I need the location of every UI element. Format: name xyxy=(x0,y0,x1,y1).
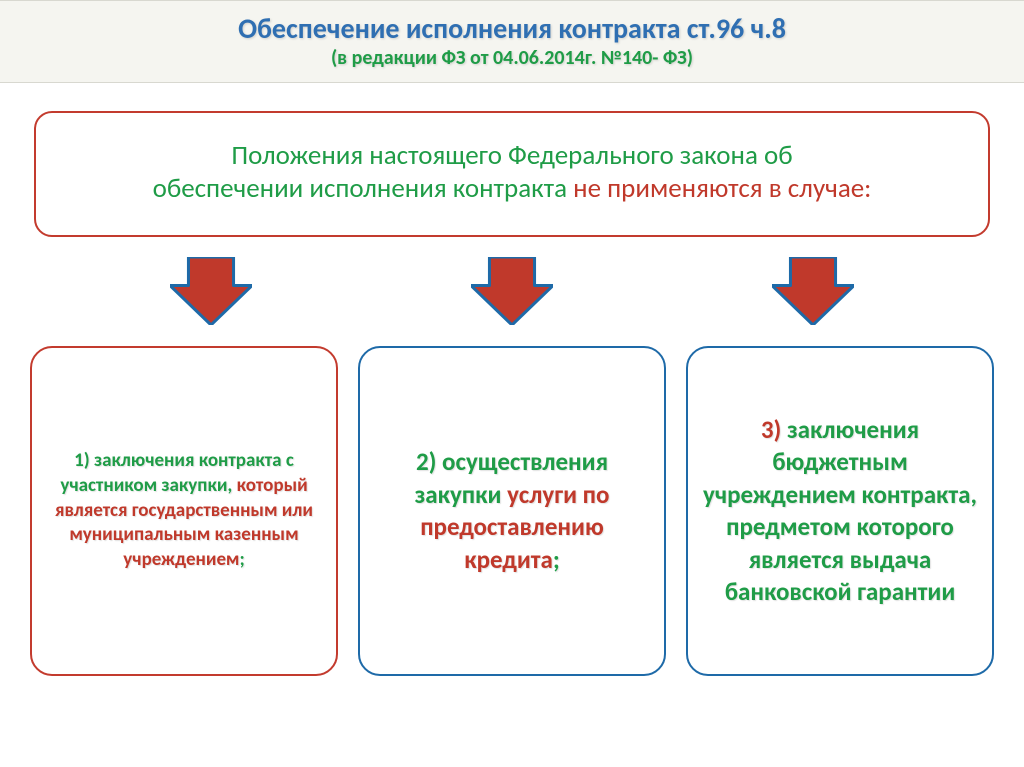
arrow-2 xyxy=(362,257,662,330)
intro-line1: Положения настоящего Федерального закона… xyxy=(231,139,792,172)
intro-line2a: обеспечении исполнения контракта xyxy=(153,172,574,205)
col2-num: 2) xyxy=(416,446,436,477)
intro-text: Положения настоящего Федерального закона… xyxy=(64,139,960,205)
page-title: Обеспечение исполнения контракта ст.96 ч… xyxy=(20,11,1004,46)
column-2: 2) осуществления закупки услуги по предо… xyxy=(358,346,666,676)
intro-line2b: не применяются в случае: xyxy=(573,172,871,205)
intro-box: Положения настоящего Федерального закона… xyxy=(34,111,990,237)
col2-seg3: ; xyxy=(553,544,560,575)
arrow-row xyxy=(0,237,1024,338)
arrow-1 xyxy=(61,257,361,330)
column-1: 1) заключения контракта с участником зак… xyxy=(30,346,338,676)
col3-seg1: заключения бюджетным учреждением контрак… xyxy=(703,414,977,608)
col3-num: 3) xyxy=(761,414,781,445)
page-subtitle: (в редакции ФЗ от 04.06.2014г. №140- ФЗ) xyxy=(20,46,1004,70)
col1-seg3: ; xyxy=(239,548,244,571)
columns-row: 1) заключения контракта с участником зак… xyxy=(0,338,1024,676)
arrow-3 xyxy=(663,257,963,330)
column-3: 3) заключения бюджетным учреждением конт… xyxy=(686,346,994,676)
col1-num: 1) xyxy=(74,449,90,472)
header-band: Обеспечение исполнения контракта ст.96 ч… xyxy=(0,0,1024,83)
